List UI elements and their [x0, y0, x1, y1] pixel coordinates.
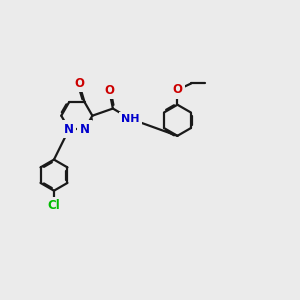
Text: Cl: Cl	[48, 199, 60, 212]
Text: O: O	[172, 83, 182, 96]
Text: O: O	[104, 84, 114, 97]
Text: O: O	[74, 77, 84, 90]
Text: N: N	[80, 123, 90, 136]
Text: N: N	[64, 123, 74, 136]
Text: NH: NH	[122, 114, 140, 124]
